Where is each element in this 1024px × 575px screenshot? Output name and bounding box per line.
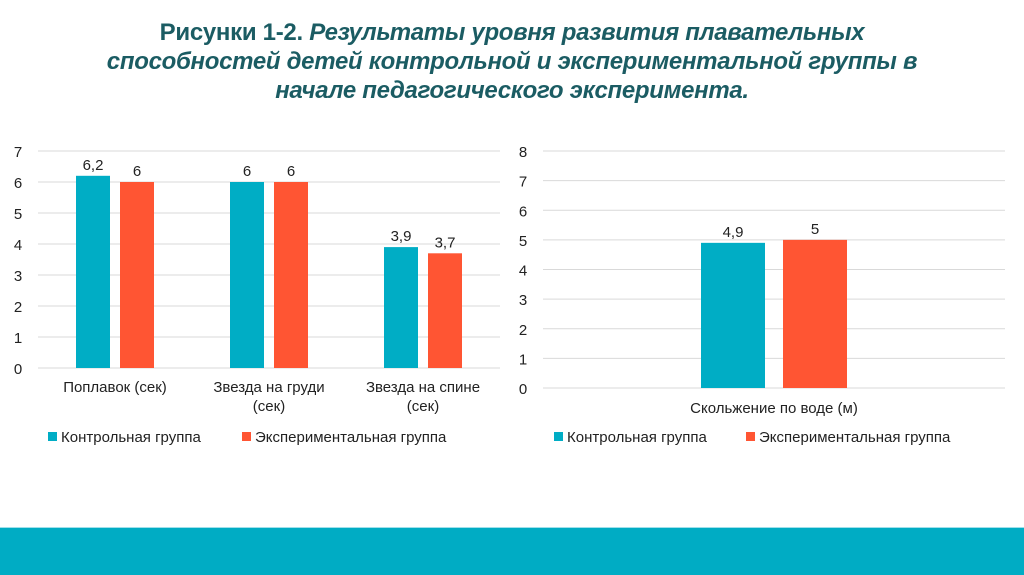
category-label: Звезда на груди <box>213 379 324 396</box>
category-label: Скольжение по воде (м) <box>690 400 858 417</box>
y-tick-label: 5 <box>519 233 527 250</box>
y-tick-label: 3 <box>14 268 22 285</box>
y-tick-label: 1 <box>519 351 527 368</box>
legend-swatch <box>242 432 251 441</box>
y-tick-label: 4 <box>14 237 22 254</box>
data-label: 6 <box>243 163 251 180</box>
y-tick-label: 2 <box>519 322 527 339</box>
slide-title: Рисунки 1-2. Результаты уровня развития … <box>0 18 1024 105</box>
bar-experimental <box>120 182 154 368</box>
data-label: 6 <box>133 163 141 180</box>
title-line-2: способностей детей контрольной и экспери… <box>106 48 918 75</box>
bar-experimental <box>274 182 308 368</box>
y-tick-label: 6 <box>519 203 527 220</box>
category-label: (сек) <box>407 398 439 415</box>
legend-swatch <box>554 432 563 441</box>
title-line-1: Результаты уровня развития плавательных <box>309 19 865 46</box>
y-tick-label: 7 <box>519 174 527 191</box>
legend-label: Экспериментальная группа <box>759 429 951 446</box>
footer-band <box>0 527 1024 575</box>
category-label: (сек) <box>253 398 285 415</box>
title-prefix: Рисунки 1-2. <box>159 19 303 46</box>
legend-swatch <box>746 432 755 441</box>
bar-control <box>701 242 765 388</box>
y-tick-label: 5 <box>14 206 22 223</box>
y-tick-label: 6 <box>14 175 22 192</box>
y-tick-label: 4 <box>519 263 527 280</box>
legend-label: Контрольная группа <box>61 429 201 446</box>
data-label: 6 <box>287 163 295 180</box>
legend-label: Контрольная группа <box>567 429 707 446</box>
bar-control <box>230 182 264 368</box>
category-label: Поплавок (сек) <box>63 379 167 396</box>
data-label: 6,2 <box>83 157 104 174</box>
category-label: Звезда на спине <box>366 379 480 396</box>
data-label: 5 <box>811 221 819 238</box>
title-line-3: начале педагогического эксперимента. <box>275 77 749 104</box>
legend-swatch <box>48 432 57 441</box>
bar-experimental <box>783 239 847 388</box>
y-tick-label: 7 <box>14 144 22 161</box>
bar-control <box>384 247 418 368</box>
y-tick-label: 0 <box>14 361 22 378</box>
y-tick-label: 0 <box>519 381 527 398</box>
y-tick-label: 2 <box>14 299 22 316</box>
legend-label: Экспериментальная группа <box>255 429 447 446</box>
data-label: 3,7 <box>435 234 456 251</box>
data-label: 4,9 <box>723 224 744 241</box>
y-tick-label: 8 <box>519 144 527 161</box>
data-label: 3,9 <box>391 228 412 245</box>
bar-experimental <box>428 253 462 368</box>
bar-control <box>76 175 110 368</box>
y-tick-label: 3 <box>519 292 527 309</box>
y-tick-label: 1 <box>14 330 22 347</box>
